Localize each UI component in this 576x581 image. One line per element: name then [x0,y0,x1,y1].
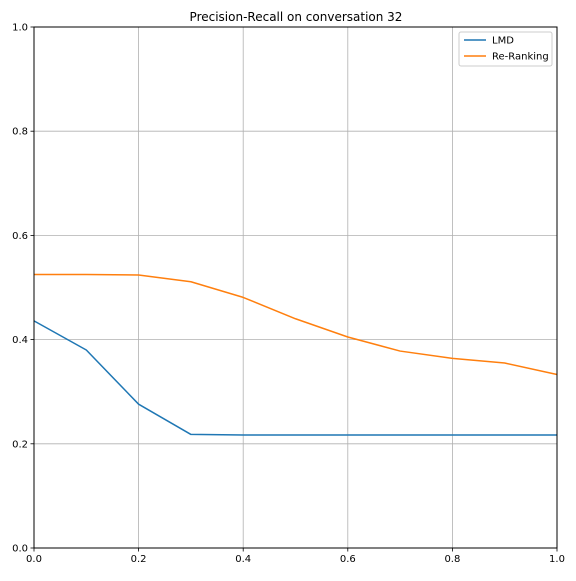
x-tick-label: 0.2 [131,554,147,565]
x-tick-label: 0.6 [340,554,356,565]
x-tick-label: 1.0 [549,554,565,565]
x-tick-label: 0.4 [235,554,251,565]
y-tick-label: 0.6 [12,231,28,242]
ticks: 0.0 0.2 0.4 0.6 0.8 1.0 0.0 0.2 0.4 0.6 0.8 1.0 [12,23,565,566]
legend: LMD Re-Ranking [458,31,553,67]
chart-title: Precision-Recall on conversation 32 [190,10,403,24]
series-line-lmd [33,320,557,436]
x-tick-label: 0.8 [444,554,460,565]
y-tick-label: 0.2 [12,439,28,450]
series-layer [33,273,558,436]
y-tick-label: 0.0 [12,544,28,555]
legend-label-lmd: LMD [492,36,514,47]
y-tick-label: 1.0 [12,23,28,34]
series-line-re-ranking [34,273,558,376]
y-tick-label: 0.4 [12,335,28,346]
legend-label-re-ranking: Re-Ranking [492,52,549,63]
plot-frame [33,26,558,549]
y-tick-label: 0.8 [12,127,28,138]
x-tick-label: 0.0 [26,554,42,565]
